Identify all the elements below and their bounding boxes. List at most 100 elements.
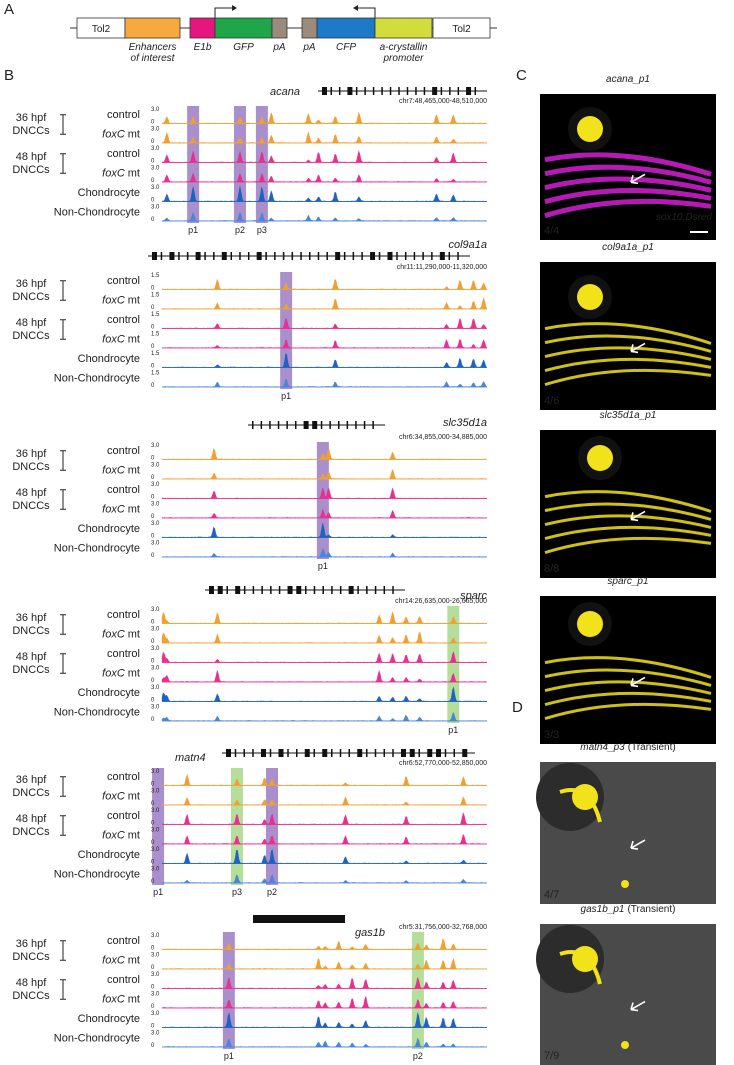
exon: [326, 252, 328, 260]
signal-track: [161, 447, 488, 460]
signal-track: [161, 317, 488, 329]
row-label: control: [107, 974, 140, 986]
stage-cell: DNCCs: [12, 330, 50, 342]
lens: [577, 284, 603, 310]
exon: [169, 252, 175, 260]
scale-max: 1.5: [151, 312, 160, 318]
exon: [389, 87, 392, 95]
exon: [474, 87, 477, 95]
scale-min: 0: [151, 1004, 155, 1010]
panel-label: D: [512, 699, 523, 716]
row-label: Chondrocyte: [78, 523, 140, 535]
exon: [204, 252, 206, 260]
tissue-stain: [621, 1041, 629, 1049]
exon: [331, 586, 333, 594]
row-label: foxC mt: [102, 829, 140, 841]
stage-bracket: [60, 114, 66, 135]
exon: [282, 252, 285, 260]
signal-track: [161, 186, 488, 202]
signal-track: [161, 938, 488, 950]
construct-part: [189, 17, 216, 39]
scale-max: 3.0: [151, 953, 160, 959]
region-label: p1: [188, 225, 198, 235]
row-label: Chondrocyte: [78, 187, 140, 199]
gene-name: col9a1a: [448, 239, 487, 251]
image-title-name: sparc_p1: [607, 576, 648, 587]
exon: [355, 421, 357, 429]
signal-track: [161, 686, 487, 702]
exon: [396, 252, 398, 260]
exon: [247, 252, 250, 260]
exon: [374, 749, 377, 757]
scale-min: 0: [151, 782, 155, 788]
coordinates: chr6:52,770,000-52,850,000: [399, 760, 487, 767]
exon: [361, 252, 363, 260]
exon: [383, 749, 385, 757]
arrowhead: [353, 5, 358, 11]
scale-min: 0: [151, 178, 155, 184]
stage-bracket: [60, 153, 66, 174]
part-caption: CFP: [336, 42, 356, 53]
scale-min: 0: [151, 840, 155, 846]
exon: [398, 87, 400, 95]
scale-max: 1.5: [151, 371, 160, 377]
stage-time: 36 hpf: [16, 774, 48, 786]
arrow: [630, 342, 646, 354]
exon: [427, 749, 433, 757]
scale-min: 0: [151, 344, 155, 350]
scale-min: 0: [151, 286, 155, 292]
exon: [322, 749, 328, 757]
exon: [440, 87, 443, 95]
row-label-suffix: mt: [128, 333, 140, 345]
region-highlight: [255, 106, 268, 223]
coordinates: chr14:26,635,000-26,665,000: [395, 598, 487, 605]
arrow: [630, 1000, 646, 1012]
stage-bracket: [60, 940, 66, 961]
row-label: Chondrocyte: [78, 849, 140, 861]
row-label-gene: foxC: [102, 993, 125, 1005]
row-label-gene: foxC: [102, 829, 125, 841]
region-label: p3: [232, 887, 242, 897]
exon: [160, 252, 163, 260]
image-title: matn4_p3 (Transient): [580, 742, 675, 753]
row-label-suffix: mt: [128, 829, 140, 841]
exon: [309, 252, 311, 260]
row-label: control: [107, 648, 140, 660]
exon: [287, 749, 289, 757]
row-label: foxC mt: [102, 628, 140, 640]
part-label: Tol2: [452, 24, 471, 35]
signal-track: [161, 131, 488, 144]
tissue-stain: [544, 334, 712, 353]
signal-track: [161, 338, 488, 349]
stage-bracket: [60, 614, 66, 635]
image-count: 7/9: [544, 1050, 559, 1062]
region-highlight: [265, 768, 278, 885]
row-label-suffix: mt: [128, 464, 140, 476]
signal-track: [161, 611, 488, 624]
arrow: [630, 173, 646, 185]
panel-label: A: [4, 1, 14, 18]
scale-max: 1.5: [151, 293, 160, 299]
region-highlight: [187, 106, 200, 223]
construct-part: [214, 17, 273, 39]
exon: [436, 749, 441, 757]
exon: [261, 749, 266, 757]
row-label: Non-Chondrocyte: [54, 372, 140, 384]
exon: [439, 252, 445, 260]
exon: [418, 749, 420, 757]
scale-max: 3.0: [151, 482, 160, 488]
scale-min: 0: [151, 325, 155, 331]
scale-max: 3.0: [151, 808, 160, 814]
exon: [313, 586, 316, 594]
region-label: p1: [448, 725, 458, 735]
construct-part: [316, 17, 376, 39]
stage-cell: DNCCs: [12, 990, 50, 1002]
tissue-stain: [544, 514, 712, 529]
signal-track: [161, 849, 488, 864]
scale-max: 3.0: [151, 666, 160, 672]
lens: [587, 445, 613, 471]
row-label-gene: foxC: [102, 128, 125, 140]
scale-min: 0: [151, 159, 155, 165]
scale-min: 0: [151, 495, 155, 501]
